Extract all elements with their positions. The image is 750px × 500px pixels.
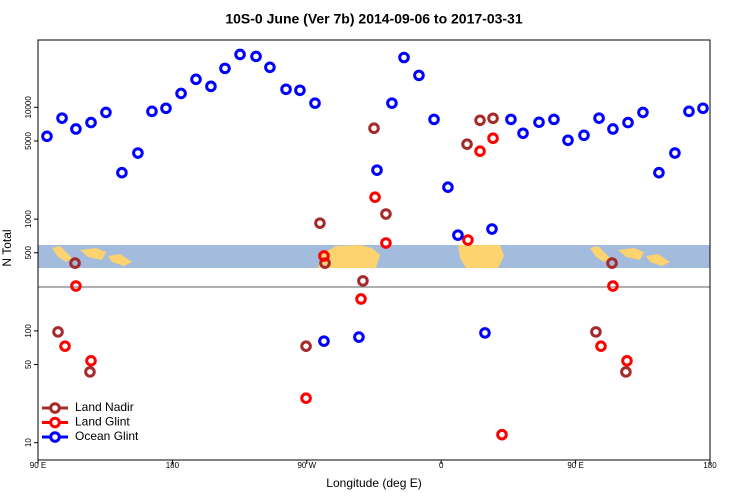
legend-marker: [49, 431, 61, 443]
point: [234, 48, 246, 61]
y-tick-label: 100: [24, 324, 33, 338]
point: [486, 223, 498, 235]
point: [52, 326, 64, 338]
point: [368, 122, 380, 135]
point: [69, 257, 81, 269]
point: [653, 166, 665, 179]
point: [41, 130, 53, 143]
point: [219, 62, 231, 75]
y-axis-label: N Total: [0, 229, 14, 266]
point: [70, 280, 82, 292]
point: [593, 112, 605, 124]
y-tick-label: 50: [24, 360, 33, 369]
point: [621, 355, 633, 367]
point: [353, 331, 365, 343]
legend-label: Ocean Glint: [75, 429, 139, 443]
point: [84, 366, 96, 378]
point: [132, 147, 144, 159]
point: [637, 106, 649, 119]
point: [622, 116, 634, 129]
point: [517, 127, 529, 140]
legend-label: Land Nadir: [75, 400, 134, 414]
legend-marker: [49, 416, 61, 429]
point: [487, 132, 499, 145]
point: [428, 113, 440, 126]
point: [578, 129, 590, 142]
point: [59, 340, 71, 352]
point: [85, 116, 97, 129]
y-tick-label: 1000: [24, 210, 33, 228]
point: [697, 102, 709, 115]
map-band: [38, 245, 710, 268]
x-tick-label: 0: [439, 461, 444, 470]
point: [479, 327, 491, 339]
point: [314, 217, 326, 229]
point: [452, 229, 464, 241]
point: [505, 113, 517, 126]
point: [146, 105, 158, 118]
point: [595, 340, 607, 352]
point: [160, 102, 172, 115]
x-tick-label: 180: [703, 461, 717, 470]
point: [669, 147, 681, 159]
point: [590, 326, 602, 338]
point: [318, 335, 330, 347]
point: [264, 61, 276, 74]
point: [294, 84, 306, 97]
x-tick-label: 90 E: [567, 461, 583, 470]
point: [357, 275, 369, 287]
point: [474, 114, 486, 127]
point: [386, 97, 398, 109]
point: [85, 355, 97, 367]
point: [548, 113, 560, 126]
point: [620, 366, 632, 378]
point: [413, 69, 425, 82]
point: [56, 112, 68, 124]
point: [355, 293, 367, 305]
point: [474, 145, 486, 157]
point: [205, 80, 217, 93]
point: [116, 166, 128, 179]
point: [487, 112, 499, 125]
point: [300, 392, 312, 404]
point: [398, 51, 410, 64]
point: [280, 83, 292, 96]
x-axis-label: Longitude (deg E): [326, 476, 421, 490]
point: [190, 73, 202, 86]
point: [533, 116, 545, 129]
y-tick-label: 10: [24, 438, 33, 447]
point: [175, 87, 187, 100]
x-tick-label: 180: [166, 461, 180, 470]
chart-title: 10S-0 June (Ver 7b) 2014-09-06 to 2017-0…: [225, 11, 522, 27]
point: [309, 97, 321, 109]
y-tick-label: 500: [24, 246, 33, 260]
point: [318, 250, 330, 262]
point: [100, 106, 112, 119]
x-tick-label: 90 W: [297, 461, 316, 470]
point: [606, 257, 618, 269]
point: [369, 191, 381, 203]
legend-label: Land Glint: [75, 415, 130, 429]
point: [300, 340, 312, 352]
point: [250, 50, 262, 63]
point: [380, 208, 392, 220]
y-tick-label: 5000: [24, 132, 33, 150]
point: [607, 280, 619, 292]
point: [461, 138, 473, 150]
point: [496, 428, 508, 441]
point: [70, 123, 82, 135]
point: [371, 164, 383, 176]
point: [462, 234, 474, 246]
point: [607, 123, 619, 135]
x-tick-label: 90 E: [30, 461, 46, 470]
y-tick-label: 10000: [24, 96, 33, 119]
point: [380, 237, 392, 249]
legend-marker: [49, 402, 61, 414]
point: [442, 181, 454, 193]
point: [683, 105, 695, 118]
point: [562, 134, 574, 147]
plot-frame: [37, 39, 711, 461]
